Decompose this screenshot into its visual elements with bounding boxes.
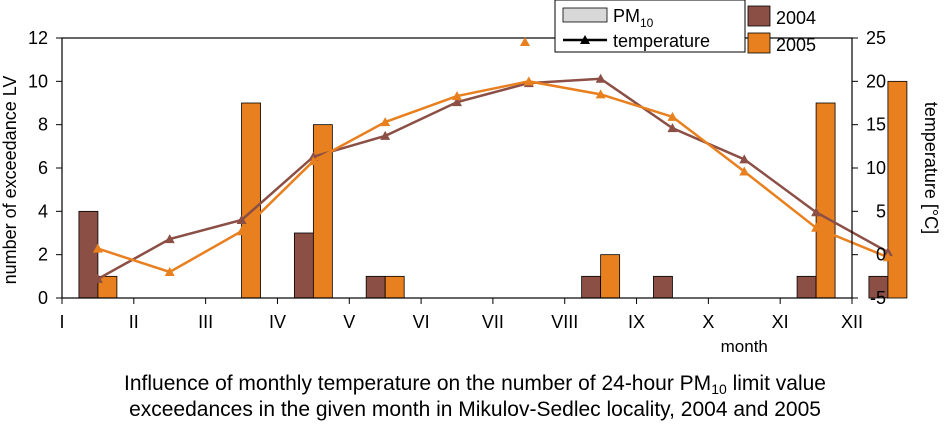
marker-2004-VIII: [595, 73, 606, 83]
x-tick-label: I: [59, 312, 64, 332]
marker-2005-X: [739, 166, 750, 176]
y-right-tick-label: 10: [866, 158, 886, 178]
bar-2005-XII: [887, 80, 908, 299]
x-tick-label: VI: [413, 312, 430, 332]
bar-2004-IV: [293, 232, 314, 299]
bar-2004-VIII: [581, 275, 602, 299]
x-tick-label: III: [198, 312, 213, 332]
marker-2005-IV: [308, 156, 319, 166]
x-tick-label: VIII: [551, 312, 578, 332]
y-left-tick-label: 12: [28, 28, 48, 48]
legend-2004-swatch: [747, 5, 771, 27]
marker-2005-I: [92, 243, 103, 253]
legend-2005-swatch: [747, 32, 771, 54]
y-right-tick-label: 20: [866, 71, 886, 91]
legend-temperature-marker: [580, 35, 590, 44]
x-tick-label: IX: [628, 312, 645, 332]
marker-2004-I: [92, 273, 103, 283]
caption-line-1: Influence of monthly temperature on the …: [124, 372, 826, 397]
y-left-tick-label: 8: [38, 115, 48, 135]
lines-layer: [92, 73, 893, 283]
marker-2005-IX: [667, 111, 678, 121]
y-left-tick-label: 2: [38, 245, 48, 265]
marker-2004-XI: [811, 207, 822, 217]
marker-2004-IX: [667, 123, 678, 133]
line-2005: [97, 80, 889, 274]
x-tick-label: IV: [269, 312, 286, 332]
bar-2004-I: [78, 210, 99, 299]
legend-2005-label: 2005: [776, 35, 816, 55]
y-right-axis-title: temperature [°C]: [921, 102, 941, 234]
marker-2005-XI: [811, 222, 822, 232]
y-right-tick-label: 25: [866, 28, 886, 48]
bar-2005-XI: [815, 102, 836, 299]
caption-line-2: exceedances in the given month in Mikulo…: [129, 398, 821, 421]
bar-2005-V: [384, 275, 405, 299]
legend-2004-label: 2004: [776, 8, 816, 28]
marker-2004-V: [380, 130, 391, 140]
bar-2005-VIII: [600, 254, 621, 299]
marker-2005-VII: [523, 76, 534, 86]
marker-2004-III: [236, 215, 247, 224]
y-right-tick-label: 15: [866, 115, 886, 135]
x-axis-title: month: [721, 337, 768, 356]
y-right-tick-label: 0: [876, 245, 886, 265]
y-right-tick-label: 5: [876, 201, 886, 221]
y-left-axis-title: number of exceedance LV: [0, 76, 20, 285]
marker-2004-XII: [882, 247, 893, 257]
marker-2005-V: [380, 117, 391, 127]
legend-pm-subscript: 10: [640, 16, 654, 30]
x-tick-label: XII: [841, 312, 863, 332]
plot-frame: [61, 37, 853, 299]
y-left-tick-label: 6: [38, 158, 48, 178]
bar-2005-III: [241, 102, 261, 299]
marker-2005-II: [164, 267, 175, 276]
marker-2005-III: [236, 226, 247, 236]
bar-2004-XI: [796, 275, 817, 299]
legend-pm-swatch: [562, 7, 608, 23]
bars-layer: [78, 80, 908, 299]
y-right-tick-label: -5: [870, 288, 886, 308]
y-left-tick-label: 0: [38, 288, 48, 308]
y-left-tick-label: 4: [38, 201, 48, 221]
legend-temperature-label: temperature: [613, 31, 710, 51]
marker-2004-X: [739, 154, 750, 164]
bar-2004-V: [365, 275, 386, 299]
bar-2005-IV: [312, 124, 333, 299]
line-2004: [97, 77, 889, 281]
marker-2004-II: [164, 234, 175, 244]
x-tick-label: II: [129, 312, 139, 332]
bar-2004-IX: [653, 275, 673, 299]
marker-2005-XII: [882, 252, 893, 262]
x-tick-label: V: [343, 312, 355, 332]
y-left-tick-label: 10: [28, 71, 48, 91]
marker-2005-VI: [452, 91, 462, 101]
x-tick-label: XI: [772, 312, 789, 332]
marker-2005-VIII: [595, 89, 606, 99]
legend-2005-marker: [520, 37, 530, 46]
x-tick-label: X: [702, 312, 714, 332]
marker-2004-VI: [452, 97, 462, 107]
x-tick-label: VII: [482, 312, 504, 332]
